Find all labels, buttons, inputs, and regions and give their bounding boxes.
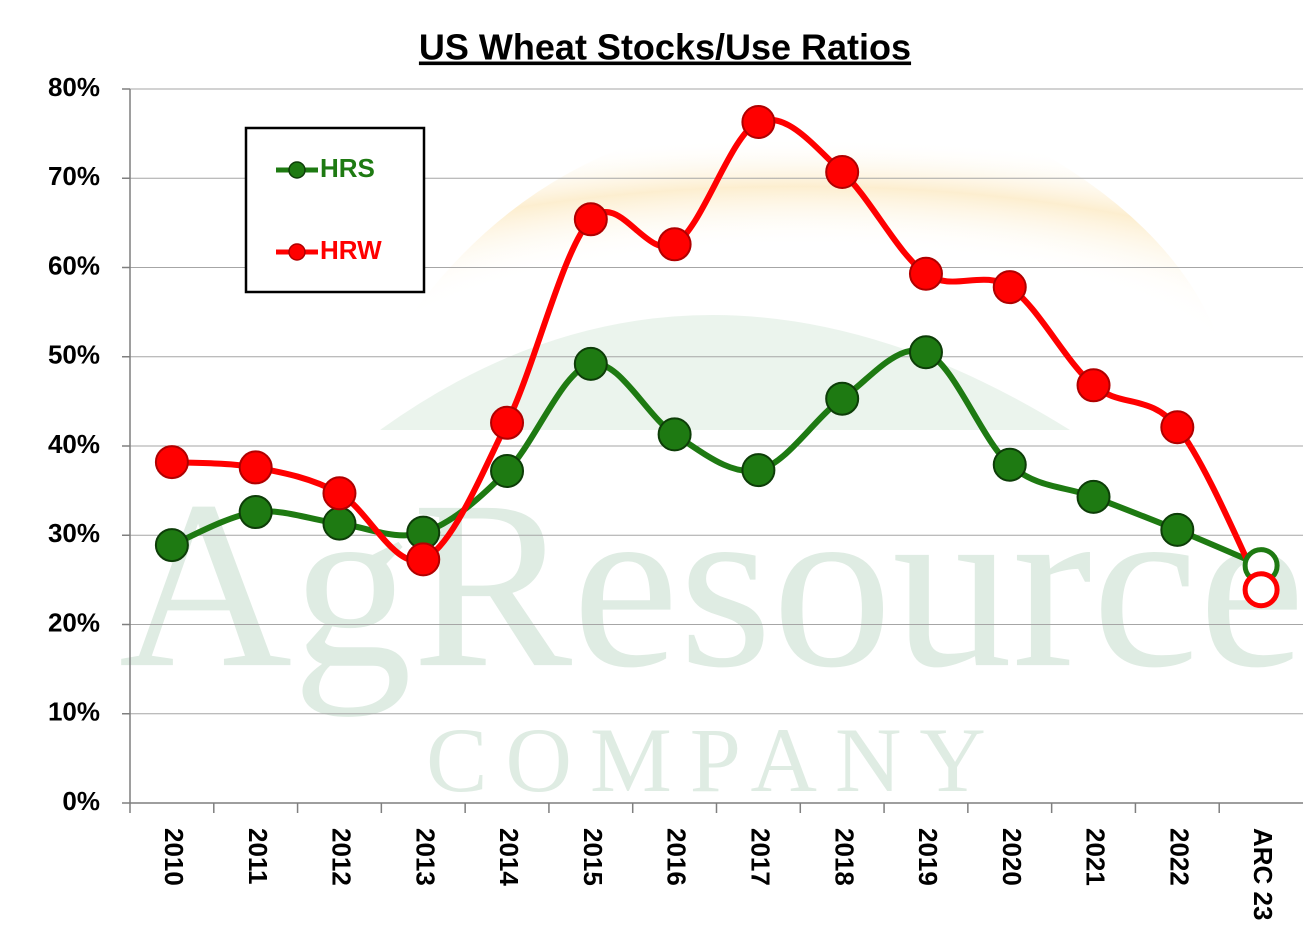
- y-tick-label: 10%: [48, 697, 100, 727]
- y-tick-label: 40%: [48, 429, 100, 459]
- x-tick-label: 2017: [746, 828, 776, 886]
- data-point: [490, 405, 525, 440]
- data-point: [406, 542, 441, 577]
- x-tick-label: 2016: [662, 828, 692, 886]
- data-point: [154, 445, 189, 480]
- data-point: [657, 417, 692, 452]
- x-tick-label: 2012: [327, 828, 357, 886]
- data-point: [1076, 479, 1111, 514]
- x-tick-label: 2014: [494, 828, 524, 886]
- watermark-text: AgResource: [119, 451, 1303, 717]
- data-point: [238, 450, 273, 485]
- legend-label: HRS: [320, 153, 375, 183]
- x-tick-label: 2021: [1081, 828, 1111, 886]
- x-tick-label: 2018: [829, 828, 859, 886]
- data-point: [1076, 368, 1111, 403]
- data-point: [322, 476, 357, 511]
- data-point: [573, 202, 608, 237]
- x-tick-label: 2022: [1164, 828, 1194, 886]
- x-tick-label: 2020: [997, 828, 1027, 886]
- data-point: [238, 495, 273, 530]
- legend-box: [244, 126, 426, 294]
- data-point: [1160, 410, 1195, 445]
- data-point: [908, 335, 943, 370]
- data-point: [825, 381, 860, 416]
- legend-label: HRW: [320, 235, 382, 265]
- x-tick-label: 2019: [913, 828, 943, 886]
- y-tick-label: 30%: [48, 518, 100, 548]
- data-point: [657, 227, 692, 262]
- data-point: [908, 256, 943, 291]
- y-tick-label: 80%: [48, 72, 100, 102]
- data-point: [322, 506, 357, 541]
- x-tick-label: 2013: [410, 828, 440, 886]
- watermark-text: COMPANY: [426, 709, 1004, 811]
- data-point: [741, 105, 776, 140]
- y-tick-label: 60%: [48, 250, 100, 280]
- x-tick-label: 2015: [578, 828, 608, 886]
- legend-marker: [288, 161, 306, 179]
- data-point: [490, 453, 525, 488]
- x-tick-label: ARC 23: [1248, 828, 1278, 920]
- data-point: [992, 447, 1027, 482]
- x-tick-label: 2011: [243, 828, 273, 884]
- y-tick-label: 70%: [48, 161, 100, 191]
- x-tick-label: 2010: [159, 828, 189, 886]
- y-tick-label: 50%: [48, 340, 100, 370]
- y-tick-label: 20%: [48, 607, 100, 637]
- data-point: [154, 528, 189, 563]
- data-point: [1160, 512, 1195, 547]
- series-line: [170, 347, 1263, 569]
- legend-marker: [288, 243, 306, 261]
- data-point: [573, 346, 608, 381]
- y-tick-label: 0%: [62, 786, 100, 816]
- data-point: [825, 155, 860, 190]
- data-point: [992, 270, 1027, 305]
- chart-title: US Wheat Stocks/Use Ratios: [419, 27, 911, 68]
- data-point: [1242, 571, 1280, 609]
- data-point: [741, 453, 776, 488]
